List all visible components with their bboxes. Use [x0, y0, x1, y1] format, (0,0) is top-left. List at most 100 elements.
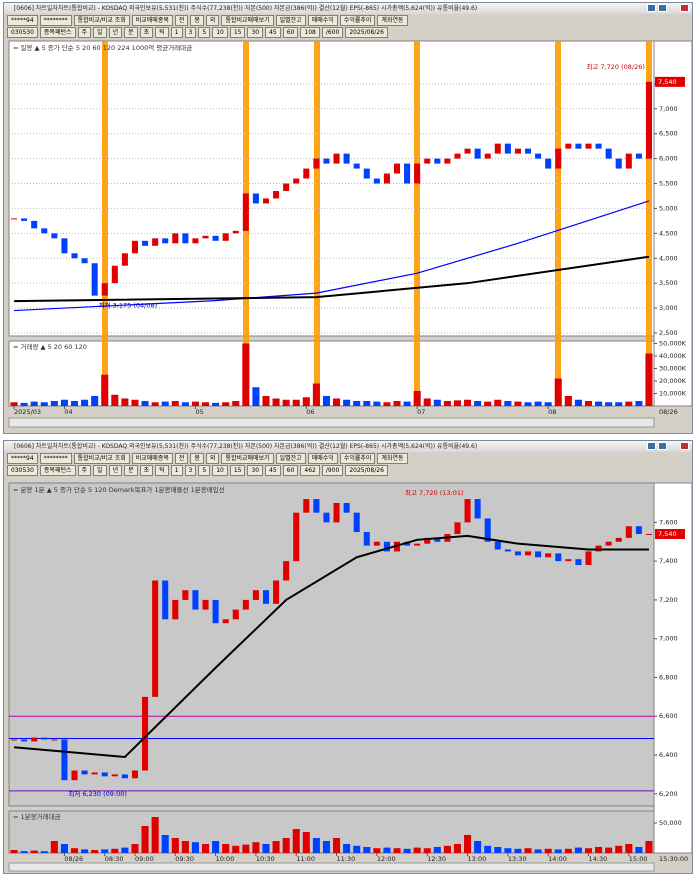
y-tick-label: 5,500	[659, 180, 678, 188]
volume-bar	[50, 841, 58, 853]
toolbar-button[interactable]: 분	[124, 465, 138, 476]
candle	[121, 774, 128, 779]
toolbar-button[interactable]: 일별잔고	[275, 15, 306, 26]
toolbar-button[interactable]: 년	[108, 27, 123, 38]
y-tick-label: 20,000K	[659, 377, 687, 385]
toolbar-button[interactable]: 일	[93, 465, 107, 476]
toolbar-button[interactable]: 일	[93, 27, 107, 38]
candle	[464, 148, 471, 154]
scrollbar[interactable]	[8, 417, 655, 428]
toolbar-button[interactable]: 일별잔고	[275, 453, 306, 464]
toolbar-button[interactable]: 통합비교/비교 조회	[73, 15, 130, 26]
toolbar-button[interactable]: 10	[212, 27, 228, 38]
toolbar-button[interactable]: 5	[198, 465, 211, 476]
toolbar-button[interactable]: 108	[300, 27, 320, 38]
toolbar-button[interactable]: 45	[265, 465, 281, 476]
volume-bar	[141, 401, 149, 406]
maximize-button[interactable]	[658, 4, 667, 12]
y-tick-label: 7,400	[659, 557, 678, 565]
y-tick-label: 7,200	[659, 596, 678, 604]
toolbar-button[interactable]: 462	[300, 465, 320, 476]
maximize-button[interactable]	[658, 442, 667, 450]
toolbar-button[interactable]: 봉	[190, 15, 204, 26]
candle	[525, 551, 532, 556]
toolbar-button[interactable]: 2025/08/26	[345, 27, 388, 38]
toolbar-button[interactable]: 60	[282, 465, 299, 476]
minimize-button[interactable]	[647, 4, 656, 12]
toolbar-button[interactable]: 전	[174, 15, 189, 26]
toolbar-button[interactable]: 통합비교매매보기	[221, 15, 274, 26]
toolbar-button[interactable]: 수익률추이	[339, 15, 376, 26]
toolbar-button[interactable]: 외	[205, 15, 220, 26]
candle	[383, 173, 390, 184]
toolbar-button[interactable]: 분	[124, 27, 138, 38]
toolbar-button[interactable]: 3	[184, 27, 197, 38]
toolbar-button[interactable]: 주	[77, 27, 92, 38]
close-button[interactable]	[680, 442, 689, 450]
toolbar-button[interactable]: 비교매매종목	[131, 453, 173, 464]
volume-bar	[171, 401, 179, 406]
candle	[283, 561, 290, 581]
x-tick-label: 14:00	[548, 855, 567, 863]
scrollbar[interactable]	[8, 862, 655, 872]
candle	[31, 737, 38, 742]
toolbar-button[interactable]: 30	[247, 465, 264, 476]
close-button[interactable]	[680, 4, 689, 12]
toolbar-button[interactable]: 틱	[155, 27, 169, 38]
toolbar-button[interactable]: 년	[108, 465, 123, 476]
toolbar-button[interactable]: 비교매매종목	[131, 15, 173, 26]
toolbar-button[interactable]: 030530	[7, 27, 38, 38]
toolbar-button[interactable]: 5	[198, 27, 211, 38]
volume-bar	[514, 848, 522, 853]
minimize-button[interactable]	[647, 442, 656, 450]
toolbar-button[interactable]: 10	[212, 465, 228, 476]
toolbar-button[interactable]: 계좌연동	[377, 453, 408, 464]
volume-bar	[625, 401, 633, 406]
toolbar-button[interactable]: 외	[205, 453, 220, 464]
toolbar-button[interactable]: 초	[139, 465, 154, 476]
toolbar-button[interactable]: 3	[184, 465, 197, 476]
candle	[595, 143, 602, 149]
volume-bar	[504, 401, 512, 406]
candle	[474, 499, 481, 519]
toolbar-button[interactable]: 매매수익	[307, 453, 338, 464]
chart-window: [0606] 차트일자차트(통합비교) - KOSDAQ 외국인보유(5,531…	[3, 440, 693, 874]
toolbar-button[interactable]: 030530	[7, 465, 38, 476]
volume-bar	[584, 401, 593, 406]
toolbar-button[interactable]: 봉	[190, 453, 204, 464]
toolbar-button[interactable]: 1	[170, 465, 183, 476]
toolbar-button[interactable]: 통합비교/비교 조회	[73, 453, 130, 464]
toolbar-button[interactable]: /600	[321, 27, 344, 38]
volume-bar	[524, 402, 532, 406]
candle	[31, 220, 38, 229]
toolbar-button[interactable]: ********	[39, 15, 72, 26]
volume-bar	[605, 847, 613, 853]
volume-bar	[524, 848, 532, 853]
toolbar-button[interactable]: 종목패턴스	[39, 465, 76, 476]
toolbar-button[interactable]: 전	[174, 453, 189, 464]
toolbar-button[interactable]: 틱	[155, 465, 169, 476]
volume-bar	[564, 848, 572, 853]
toolbar-button[interactable]: 통합비교매매보기	[221, 453, 274, 464]
volume-bar	[363, 401, 371, 406]
toolbar-button[interactable]: ********	[39, 453, 72, 464]
toolbar-button[interactable]: *****94	[7, 15, 38, 26]
toolbar-button[interactable]: *****94	[7, 453, 38, 464]
toolbar-button[interactable]: 초	[139, 27, 154, 38]
toolbar-button[interactable]: 15	[229, 27, 246, 38]
toolbar-button[interactable]: 1	[170, 27, 183, 38]
toolbar-button[interactable]: /900	[321, 465, 344, 476]
volume-bar	[635, 401, 643, 406]
toolbar-button[interactable]: 30	[247, 27, 264, 38]
toolbar-button[interactable]: 매매수익	[307, 15, 338, 26]
toolbar-button[interactable]: 60	[282, 27, 299, 38]
toolbar-button[interactable]: 2025/08/26	[345, 465, 388, 476]
toolbar-button[interactable]: 계좌연동	[377, 15, 408, 26]
toolbar-button[interactable]: 45	[265, 27, 281, 38]
volume-bar	[91, 850, 99, 853]
toolbar-button[interactable]: 수익률추이	[339, 453, 376, 464]
toolbar-button[interactable]: 15	[229, 465, 246, 476]
chart-legend: = 일봉 ▲ 5 종가 단순 5 20 60 120 224 1000억 평균거…	[13, 43, 192, 52]
toolbar-button[interactable]: 주	[77, 465, 92, 476]
toolbar-button[interactable]: 종목패턴스	[39, 27, 76, 38]
